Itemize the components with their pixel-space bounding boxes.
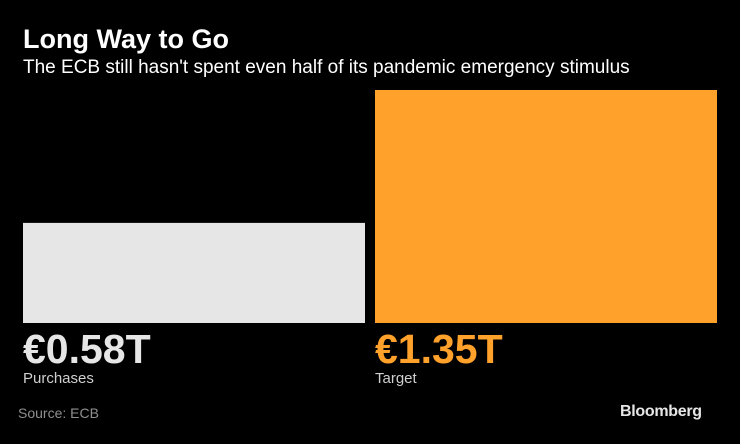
bar-value-label-target: €1.35T: [375, 326, 503, 372]
bar-purchases: [23, 222, 365, 323]
source-note: Source: ECB: [18, 405, 99, 421]
bar-category-label-target: Target: [375, 370, 417, 387]
bar-target: [375, 90, 717, 323]
bloomberg-logo: Bloomberg: [620, 403, 702, 420]
bar-category-label-purchases: Purchases: [23, 370, 94, 387]
chart-title: Long Way to Go: [23, 24, 229, 54]
bar-value-label-purchases: €0.58T: [23, 326, 151, 372]
chart-subtitle: The ECB still hasn't spent even half of …: [23, 57, 630, 78]
